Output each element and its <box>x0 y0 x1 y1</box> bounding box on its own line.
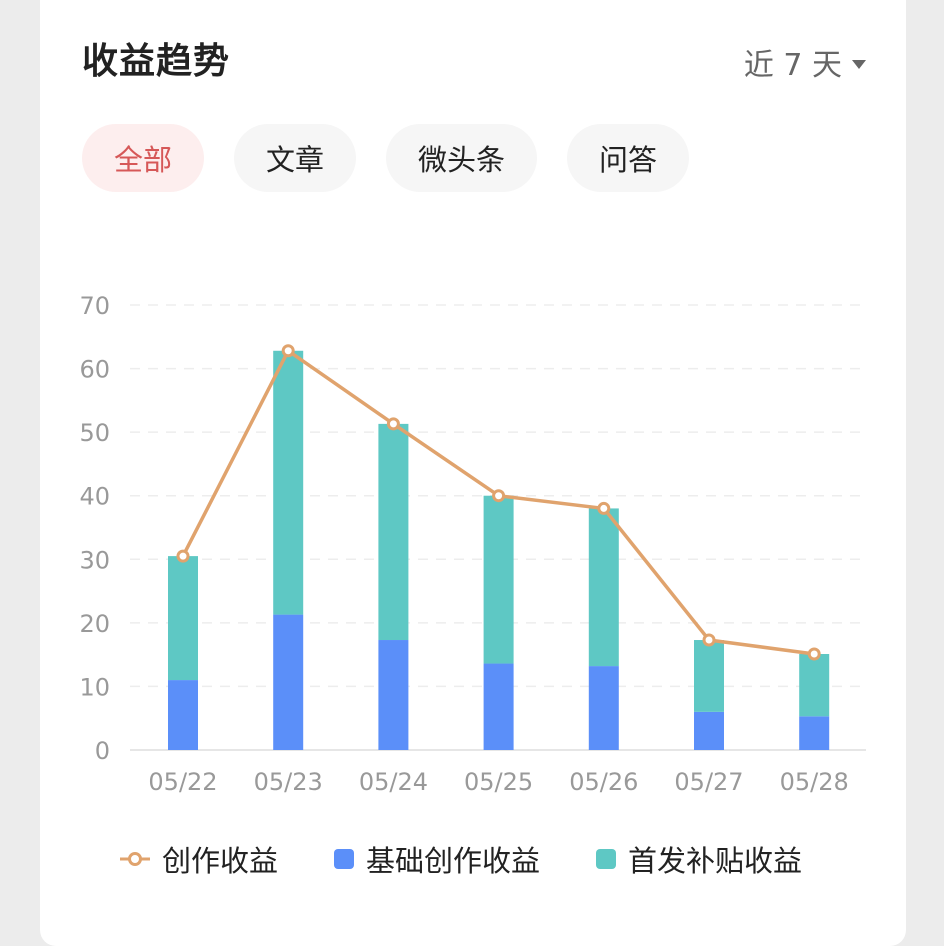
tab-article[interactable]: 文章 <box>234 124 357 192</box>
bar-base-income[interactable] <box>694 711 724 750</box>
line-point[interactable] <box>492 489 506 503</box>
caret-down-icon <box>852 59 866 69</box>
y-tick-label: 70 <box>79 292 110 320</box>
x-tick-label: 05/26 <box>569 768 638 796</box>
y-tick-label: 20 <box>79 610 110 638</box>
tab-all[interactable]: 全部 <box>82 124 205 192</box>
bar-base-income[interactable] <box>483 663 514 750</box>
bar-subsidy-income[interactable] <box>588 508 619 667</box>
y-tick-label: 40 <box>79 483 110 511</box>
bar-base-income[interactable] <box>168 680 198 750</box>
y-tick-label: 0 <box>95 737 110 765</box>
tab-micro-post[interactable]: 微头条 <box>386 124 538 192</box>
legend-label: 创作收益 <box>162 844 279 878</box>
line-point[interactable] <box>807 647 821 661</box>
legend-label: 基础创作收益 <box>366 844 541 878</box>
bar-subsidy-income[interactable] <box>483 495 514 664</box>
bar-base-income[interactable] <box>588 666 619 750</box>
x-tick-label: 05/22 <box>148 768 217 796</box>
bar-subsidy-income[interactable] <box>168 556 198 681</box>
y-tick-label: 30 <box>79 546 110 574</box>
line-point[interactable] <box>597 501 611 515</box>
legend-item-subsidy-income[interactable]: 首发补贴收益 <box>596 838 802 880</box>
income-chart: 0 10 20 30 40 50 60 70 05/22 05/23 05/24 05/25 05/26… <box>79 292 866 796</box>
x-tick-label: 05/27 <box>674 768 743 796</box>
page-title: 收益趋势 <box>82 41 231 82</box>
y-tick-label: 50 <box>79 419 110 447</box>
x-tick-label: 05/28 <box>780 768 849 796</box>
x-tick-label: 05/25 <box>464 768 533 796</box>
date-range-dropdown[interactable]: 近 7 天 <box>744 40 866 84</box>
tab-qa[interactable]: 问答 <box>567 124 690 192</box>
bar-base-income[interactable] <box>273 614 304 750</box>
bar-subsidy-income[interactable] <box>273 350 304 615</box>
income-trend-card: 收益趋势 近 7 天 全部 文章 微头条 问答 创作收益 基础创作收益 首发补贴… <box>40 0 906 946</box>
legend-item-creation-income[interactable]: 创作收益 <box>120 838 278 880</box>
line-point[interactable] <box>702 633 716 647</box>
legend-item-base-income[interactable]: 基础创作收益 <box>334 838 540 880</box>
y-tick-label: 10 <box>79 673 110 701</box>
filter-tabs: 全部 文章 微头条 问答 <box>82 124 690 192</box>
x-tick-label: 05/24 <box>359 768 428 796</box>
line-marker-icon <box>120 852 150 866</box>
bar-subsidy-income[interactable] <box>799 654 830 717</box>
date-range-label: 近 7 天 <box>743 48 842 83</box>
blue-swatch-icon <box>334 849 355 869</box>
legend-label: 首发补贴收益 <box>628 844 803 878</box>
y-tick-label: 60 <box>79 356 110 384</box>
bar-subsidy-income[interactable] <box>378 423 409 641</box>
chart-legend: 创作收益 基础创作收益 首发补贴收益 <box>120 838 802 880</box>
teal-swatch-icon <box>596 849 617 869</box>
line-point[interactable] <box>281 344 295 358</box>
bar-base-income[interactable] <box>799 716 830 750</box>
bar-base-income[interactable] <box>378 640 409 750</box>
x-tick-label: 05/23 <box>254 768 323 796</box>
line-point[interactable] <box>176 549 190 563</box>
bar-subsidy-income[interactable] <box>694 640 724 712</box>
line-point[interactable] <box>386 417 400 431</box>
